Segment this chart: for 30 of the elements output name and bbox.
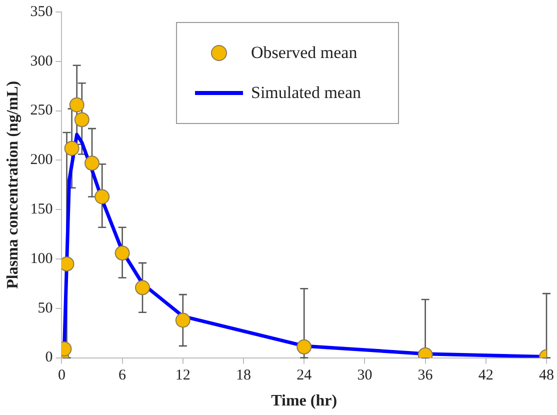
legend-label: Simulated mean (251, 83, 362, 103)
x-tick-label: 6 (118, 368, 127, 384)
point (74, 112, 90, 128)
point (94, 189, 110, 204)
legend-label: Observed mean (251, 43, 358, 63)
x-tick-label: 36 (418, 368, 434, 384)
y-tick-label: 0 (45, 350, 53, 366)
y-tick-label: 200 (30, 152, 53, 168)
x-axis-title: Time (hr) (271, 392, 338, 410)
x-tick-label: 18 (236, 368, 251, 384)
point (69, 97, 84, 112)
x-tick-label: 30 (357, 368, 372, 384)
y-tick-label: 300 (30, 53, 53, 70)
y-axis-title: Plasma concentration (ng/mL) (4, 80, 22, 289)
point (135, 280, 150, 296)
y-tick-label: 250 (30, 102, 53, 119)
point (84, 156, 100, 171)
point (296, 339, 312, 354)
x-tick-label: 48 (539, 368, 554, 384)
x-tick-label: 12 (175, 368, 190, 384)
y-tick-label: 50 (38, 300, 53, 316)
y-tick-label: 350 (30, 4, 53, 20)
x-tick-label: 24 (296, 368, 312, 384)
point (64, 140, 80, 156)
y-tick-label: 100 (30, 250, 53, 267)
point (175, 312, 190, 328)
y-tick-label: 150 (30, 202, 53, 218)
point (114, 246, 130, 261)
x-tick-label: 0 (58, 368, 66, 384)
x-tick-label: 42 (478, 368, 494, 384)
